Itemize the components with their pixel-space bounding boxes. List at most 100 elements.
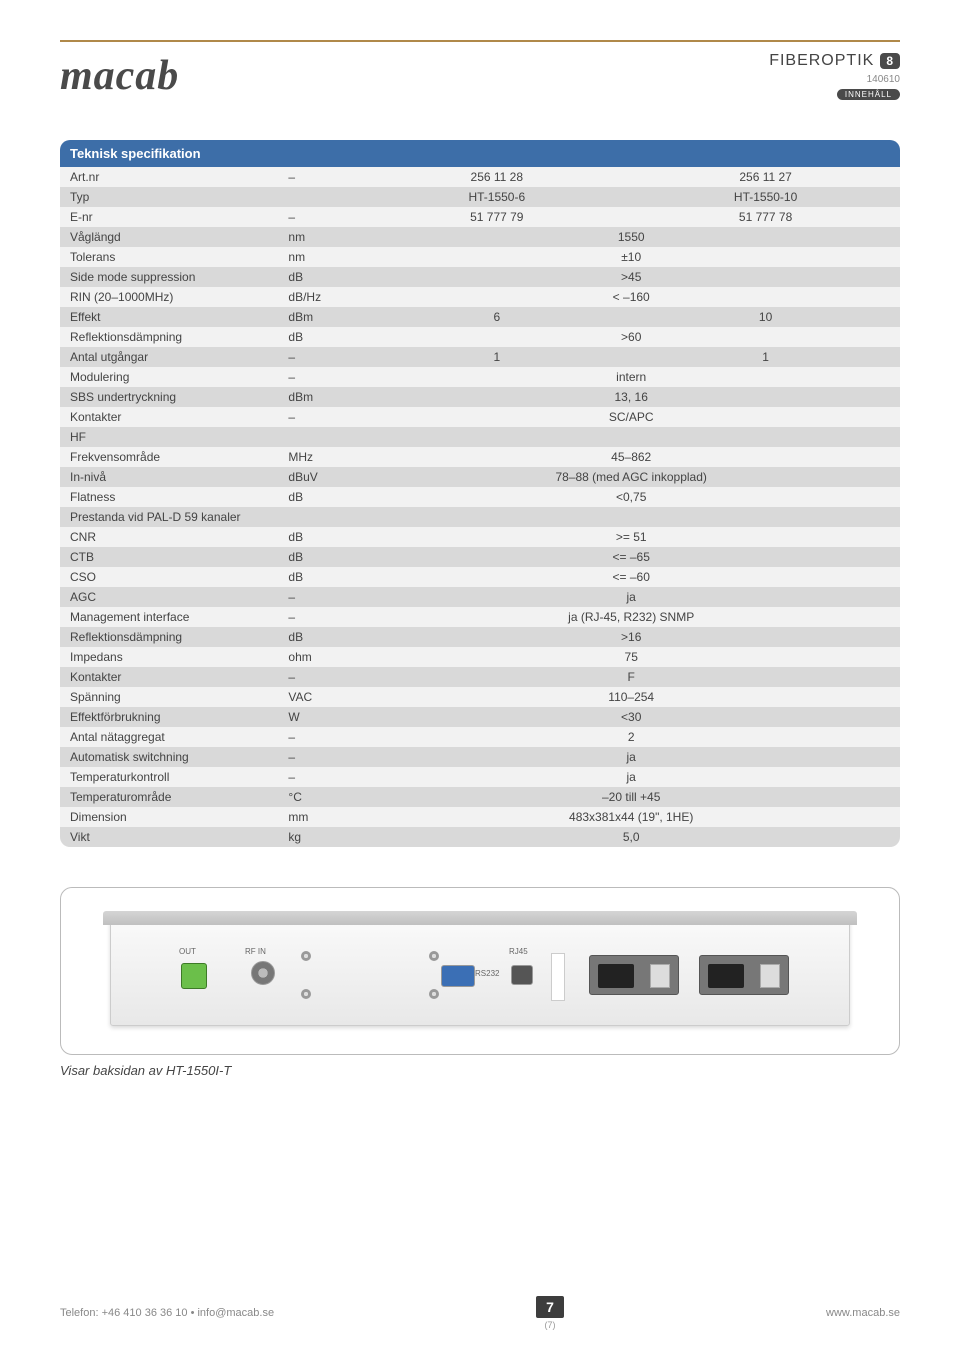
spec-value: ja bbox=[362, 587, 900, 607]
spec-value: 1550 bbox=[362, 227, 900, 247]
spec-unit: – bbox=[278, 667, 362, 687]
spec-value: <= –65 bbox=[362, 547, 900, 567]
spec-unit: nm bbox=[278, 227, 362, 247]
spec-label: Dimension bbox=[60, 807, 278, 827]
psu-1-icon bbox=[589, 955, 679, 995]
table-row: Modulering–intern bbox=[60, 367, 900, 387]
toc-badge[interactable]: INNEHÅLL bbox=[837, 89, 900, 100]
table-row: CTBdB<= –65 bbox=[60, 547, 900, 567]
page-number-badge: 7 bbox=[536, 1296, 564, 1318]
device-rear-illustration: OUT RF IN RS232 RJ45 bbox=[110, 916, 850, 1026]
table-row: HF bbox=[60, 427, 900, 447]
spec-value: >60 bbox=[362, 327, 900, 347]
spec-unit: – bbox=[278, 607, 362, 627]
spec-value-1: HT-1550-6 bbox=[362, 187, 631, 207]
spec-value-2: 256 11 27 bbox=[631, 167, 900, 187]
spec-value: 110–254 bbox=[362, 687, 900, 707]
table-row: In-nivådBuV78–88 (med AGC inkopplad) bbox=[60, 467, 900, 487]
spec-value: <30 bbox=[362, 707, 900, 727]
spec-value: >= 51 bbox=[362, 527, 900, 547]
page-header: macab FIBEROPTIK 8 140610 INNEHÅLL bbox=[60, 40, 900, 100]
port-label-out: OUT bbox=[179, 947, 196, 956]
product-image-box: OUT RF IN RS232 RJ45 bbox=[60, 887, 900, 1055]
spec-value: –20 till +45 bbox=[362, 787, 900, 807]
spec-value: SC/APC bbox=[362, 407, 900, 427]
spec-label: Automatisk switchning bbox=[60, 747, 278, 767]
spec-unit: dBm bbox=[278, 387, 362, 407]
spec-value: 78–88 (med AGC inkopplad) bbox=[362, 467, 900, 487]
table-row: RIN (20–1000MHz)dB/Hz< –160 bbox=[60, 287, 900, 307]
section-number-badge: 8 bbox=[880, 53, 900, 69]
optical-out-port-icon bbox=[181, 963, 207, 989]
screw-icon bbox=[301, 951, 311, 961]
spec-unit: dBm bbox=[278, 307, 362, 327]
serial-port-icon bbox=[441, 965, 475, 987]
spec-unit: dB bbox=[278, 567, 362, 587]
spec-label: HF bbox=[60, 427, 278, 447]
spec-label: Art.nr bbox=[60, 167, 278, 187]
spec-label: In-nivå bbox=[60, 467, 278, 487]
spec-value: ja (RJ-45, R232) SNMP bbox=[362, 607, 900, 627]
table-row: SBS undertryckningdBm13, 16 bbox=[60, 387, 900, 407]
table-row: Temperaturområde°C–20 till +45 bbox=[60, 787, 900, 807]
table-row: E-nr–51 777 7951 777 78 bbox=[60, 207, 900, 227]
spec-value-2: 10 bbox=[631, 307, 900, 327]
port-label-rj45: RJ45 bbox=[509, 947, 528, 956]
spec-unit: dB bbox=[278, 487, 362, 507]
spec-unit: dB bbox=[278, 527, 362, 547]
spec-label: Typ bbox=[60, 187, 278, 207]
screw-icon bbox=[429, 989, 439, 999]
spec-unit: – bbox=[278, 207, 362, 227]
spec-value: <= –60 bbox=[362, 567, 900, 587]
spec-label: Kontakter bbox=[60, 407, 278, 427]
spec-value-2: HT-1550-10 bbox=[631, 187, 900, 207]
table-row: Prestanda vid PAL-D 59 kanaler bbox=[60, 507, 900, 527]
table-row: Antal nätaggregat–2 bbox=[60, 727, 900, 747]
spec-label: Flatness bbox=[60, 487, 278, 507]
spec-value: 483x381x44 (19", 1HE) bbox=[362, 807, 900, 827]
spec-value: 75 bbox=[362, 647, 900, 667]
spec-value: ja bbox=[362, 747, 900, 767]
spec-value bbox=[362, 507, 900, 527]
table-row: EffektdBm610 bbox=[60, 307, 900, 327]
table-row: Dimensionmm483x381x44 (19", 1HE) bbox=[60, 807, 900, 827]
spec-label: Vikt bbox=[60, 827, 278, 847]
spec-unit: MHz bbox=[278, 447, 362, 467]
spec-label: Kontakter bbox=[60, 667, 278, 687]
spec-unit: – bbox=[278, 727, 362, 747]
spec-unit: dB bbox=[278, 267, 362, 287]
spec-value: F bbox=[362, 667, 900, 687]
table-row: CSOdB<= –60 bbox=[60, 567, 900, 587]
spec-label: Temperaturkontroll bbox=[60, 767, 278, 787]
spec-label: Effektförbrukning bbox=[60, 707, 278, 727]
spec-unit: °C bbox=[278, 787, 362, 807]
spec-unit bbox=[278, 187, 362, 207]
spec-label: Prestanda vid PAL-D 59 kanaler bbox=[60, 507, 278, 527]
table-row: AGC–ja bbox=[60, 587, 900, 607]
spec-value: >45 bbox=[362, 267, 900, 287]
spec-unit: dB bbox=[278, 627, 362, 647]
spec-unit bbox=[278, 507, 362, 527]
spec-value: >16 bbox=[362, 627, 900, 647]
spec-label: Frekvensområde bbox=[60, 447, 278, 467]
spec-unit: W bbox=[278, 707, 362, 727]
spec-unit: – bbox=[278, 167, 362, 187]
spec-unit: ohm bbox=[278, 647, 362, 667]
spec-value: ja bbox=[362, 767, 900, 787]
spec-unit: nm bbox=[278, 247, 362, 267]
spec-label: Spänning bbox=[60, 687, 278, 707]
spec-label: SBS undertryckning bbox=[60, 387, 278, 407]
spec-unit: dBuV bbox=[278, 467, 362, 487]
spec-value-1: 51 777 79 bbox=[362, 207, 631, 227]
psu-2-icon bbox=[699, 955, 789, 995]
table-row: Automatisk switchning–ja bbox=[60, 747, 900, 767]
spec-unit bbox=[278, 427, 362, 447]
rf-in-port-icon bbox=[251, 961, 275, 985]
spec-label: Effekt bbox=[60, 307, 278, 327]
table-row: Kontakter–F bbox=[60, 667, 900, 687]
table-row: EffektförbrukningW<30 bbox=[60, 707, 900, 727]
spec-label: Reflektionsdämpning bbox=[60, 627, 278, 647]
page-footer: Telefon: +46 410 36 36 10 • info@macab.s… bbox=[60, 1296, 900, 1330]
footer-website: www.macab.se bbox=[826, 1307, 900, 1319]
spec-unit: dB bbox=[278, 547, 362, 567]
